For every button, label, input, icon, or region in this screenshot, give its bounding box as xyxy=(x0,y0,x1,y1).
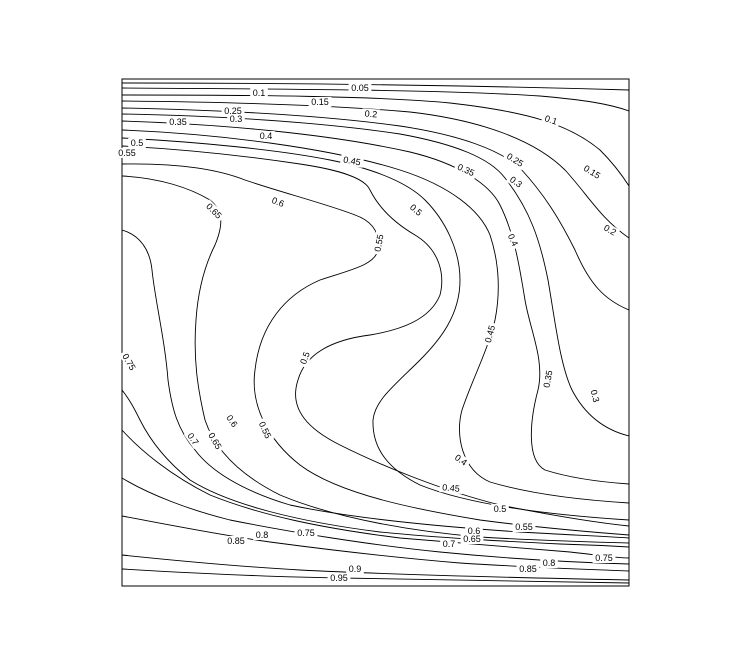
contour-label-text: 0.45 xyxy=(442,482,460,493)
contour-label-text: 0.55 xyxy=(118,148,136,158)
contour-label: 0.95 xyxy=(327,573,351,583)
contour-label-text: 0.4 xyxy=(506,232,520,248)
contour-line-0.4 xyxy=(122,129,629,504)
contour-line-0.75 xyxy=(122,429,629,559)
contour-label-text: 0.35 xyxy=(542,369,555,388)
plot-frame xyxy=(121,78,630,587)
contour-label: 0.5 xyxy=(128,138,146,148)
contour-label-text: 0.8 xyxy=(256,530,269,540)
contour-label: 0.75 xyxy=(592,553,616,563)
contour-label: 0.55 xyxy=(512,522,536,532)
contour-label: 0.1 xyxy=(541,112,561,128)
contour-label-text: 0.45 xyxy=(483,324,497,344)
contour-label-text: 0.05 xyxy=(351,83,369,93)
contour-label: 0.4 xyxy=(504,229,522,251)
contour-label: 0.6 xyxy=(267,194,289,210)
contour-label: 0.8 xyxy=(540,558,558,568)
contour-label-text: 0.2 xyxy=(364,109,377,120)
contour-label: 0.3 xyxy=(587,386,603,406)
contour-label-text: 0.25 xyxy=(224,106,242,116)
contour-line-0.35 xyxy=(122,120,629,485)
contour-label: 0.65 xyxy=(204,428,226,454)
contour-label: 0.3 xyxy=(505,172,527,192)
contour-label-text: 0.35 xyxy=(169,117,187,127)
contour-label: 0.3 xyxy=(227,114,245,124)
contour-label: 0.6 xyxy=(465,526,483,536)
contour-label-text: 0.15 xyxy=(311,97,329,107)
contour-label: 0.5 xyxy=(406,200,426,220)
contour-label-text: 0.55 xyxy=(373,233,386,252)
contour-line-0.3 xyxy=(122,113,629,437)
contour-label-text: 0.75 xyxy=(297,528,315,538)
contour-label: 0.15 xyxy=(579,161,605,183)
contour-label-text: 0.6 xyxy=(468,526,481,536)
contour-label: 0.5 xyxy=(491,504,509,514)
contour-label-text: 0.8 xyxy=(543,558,556,568)
contour-label-text: 0.5 xyxy=(494,504,507,514)
contour-label-text: 0.6 xyxy=(270,195,285,209)
contour-label-text: 0.5 xyxy=(131,138,144,148)
contour-label: 0.35 xyxy=(166,117,190,127)
contour-line-0.95 xyxy=(122,568,629,584)
contour-labels: 0.050.10.10.150.150.20.20.250.250.30.30.… xyxy=(115,83,621,583)
contour-label-text: 0.7 xyxy=(443,539,456,549)
contour-line-0.1 xyxy=(122,87,629,112)
contour-label: 0.8 xyxy=(253,530,271,540)
contour-label: 0.9 xyxy=(346,564,364,574)
contour-label: 0.7 xyxy=(440,539,458,549)
contour-label-text: 0.4 xyxy=(260,131,273,141)
contour-label-text: 0.95 xyxy=(330,573,348,583)
contour-line-0.9 xyxy=(122,554,629,581)
contour-label: 0.15 xyxy=(308,97,332,107)
contour-label-text: 0.9 xyxy=(349,564,362,574)
contour-label-text: 0.55 xyxy=(515,522,533,532)
contour-line-0.25 xyxy=(122,107,629,311)
contour-label: 0.25 xyxy=(502,149,528,171)
contour-label: 0.6 xyxy=(222,410,242,432)
contour-label: 0.65 xyxy=(202,199,226,223)
contour-label-text: 0.45 xyxy=(342,155,361,168)
contour-label-text: 0.85 xyxy=(519,564,537,574)
contour-line-0.2 xyxy=(122,100,629,239)
contour-lines xyxy=(122,82,629,584)
contour-label: 0.55 xyxy=(255,417,275,443)
contour-label: 0.4 xyxy=(450,450,472,470)
contour-line-0.8 xyxy=(122,477,629,565)
contour-label-text: 0.75 xyxy=(595,553,613,563)
contour-label-text: 0.1 xyxy=(544,113,559,126)
contour-label: 0.2 xyxy=(599,221,621,239)
contour-label-text: 0.85 xyxy=(227,536,245,546)
contour-label-text: 0.3 xyxy=(230,114,243,124)
contour-label: 0.85 xyxy=(224,536,248,546)
contour-label-text: 0.5 xyxy=(298,350,312,365)
contour-line-0.55 xyxy=(122,163,629,536)
contour-line-0.5 xyxy=(122,145,629,527)
contour-label-text: 0.3 xyxy=(589,389,602,404)
contour-label: 0.55 xyxy=(372,230,386,256)
contour-label: 0.5 xyxy=(297,348,313,368)
contour-line-0.05 xyxy=(122,82,629,91)
contour-label: 0.85 xyxy=(516,564,540,574)
contour-label-text: 0.65 xyxy=(463,534,481,544)
contour-label: 0.45 xyxy=(339,154,365,168)
contour-label: 0.55 xyxy=(115,148,139,158)
contour-line-0.45 xyxy=(122,137,629,521)
contour-label: 0.1 xyxy=(250,88,268,98)
contour-label: 0.45 xyxy=(482,321,498,347)
contour-label: 0.25 xyxy=(221,106,245,116)
contour-label: 0.05 xyxy=(348,83,372,93)
contour-label: 0.35 xyxy=(541,366,555,392)
contour-label: 0.75 xyxy=(294,528,318,538)
contour-label: 0.45 xyxy=(439,482,463,494)
contour-label-text: 0.1 xyxy=(253,88,266,98)
contour-label: 0.2 xyxy=(361,108,381,120)
contour-label: 0.4 xyxy=(257,131,275,141)
contour-label: 0.65 xyxy=(460,534,484,544)
contour-label: 0.35 xyxy=(453,160,479,180)
contour-line-0.7 xyxy=(122,389,629,548)
